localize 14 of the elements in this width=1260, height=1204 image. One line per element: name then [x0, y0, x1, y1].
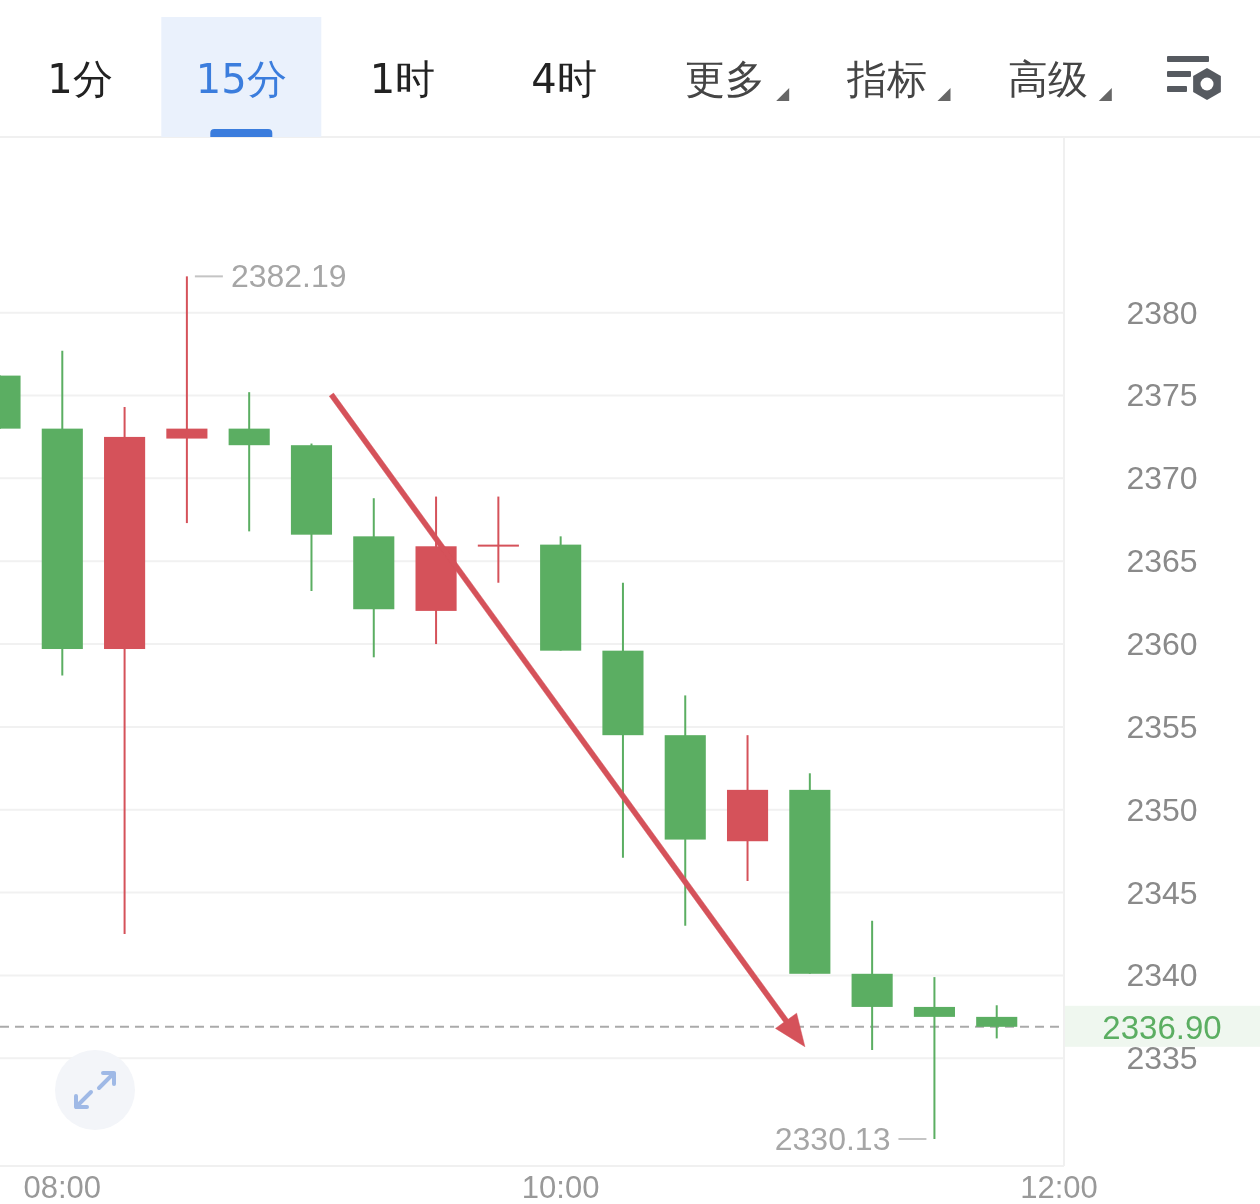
annotation: 2330.13: [774, 1120, 891, 1157]
y-tick-label: 2370: [1126, 460, 1198, 497]
y-tick-label: 2360: [1126, 626, 1198, 663]
y-tick-label: 2350: [1126, 791, 1198, 828]
y-tick-label: 2355: [1126, 708, 1198, 745]
y-tick-label: 2365: [1126, 543, 1198, 580]
x-tick-label: 10:00: [521, 1169, 600, 1204]
y-tick-label: 2340: [1126, 957, 1198, 994]
x-tick-label: 08:00: [23, 1169, 102, 1204]
x-tick-label: 12:00: [1020, 1169, 1098, 1204]
annotation: 2382.19: [230, 258, 347, 295]
y-tick-label: 2380: [1126, 294, 1198, 331]
y-tick-label: 2375: [1126, 377, 1198, 414]
y-tick-label: 2345: [1126, 874, 1198, 911]
